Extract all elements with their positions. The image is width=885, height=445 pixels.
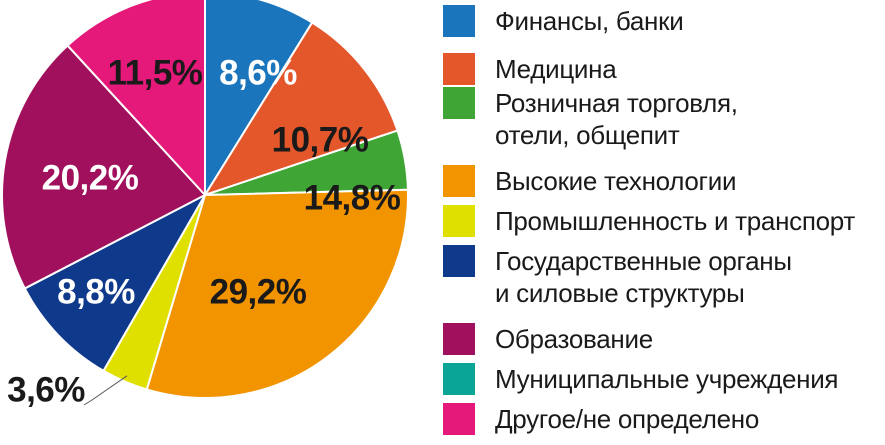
legend-label: Муниципальные учреждения xyxy=(495,364,839,394)
legend-label: Промышленность и транспорт xyxy=(495,206,855,236)
legend-item-образование: Образование xyxy=(443,323,653,355)
legend-swatch xyxy=(443,5,475,37)
legend-label: Другое/не определено xyxy=(495,404,759,434)
legend-swatch xyxy=(443,403,475,435)
pie-slices xyxy=(1,0,409,399)
legend-item-промышленность-и-транспорт: Промышленность и транспорт xyxy=(443,205,855,237)
legend-swatch xyxy=(443,87,475,119)
legend-swatch xyxy=(443,53,475,85)
leader-lines xyxy=(83,375,128,406)
slice-label-государственные-органы-и-силовые-структуры: 8,8% xyxy=(57,273,135,312)
slice-label-промышленность-и-транспорт: 3,6% xyxy=(7,371,85,410)
legend-swatch xyxy=(443,245,475,277)
slice-label-образование: 20,2% xyxy=(42,159,139,198)
legend-swatch xyxy=(443,165,475,197)
legend-label: Финансы, банки xyxy=(495,6,684,36)
slice-label-высокие-технологии: 29,2% xyxy=(210,273,307,312)
legend-swatch xyxy=(443,323,475,355)
legend-label: Высокие технологии xyxy=(495,166,737,196)
pie-slice-финансы-банки xyxy=(204,0,314,196)
legend-item-финансы-банки: Финансы, банки xyxy=(443,5,684,37)
pie-slice-образование xyxy=(1,44,206,290)
pie-slice-высокие-технологии xyxy=(145,188,409,399)
legend-label: Медицина xyxy=(495,54,617,84)
slice-label-другое-не-определено: 11,5% xyxy=(108,54,203,93)
legend-swatch xyxy=(443,205,475,237)
slice-label-медицина: 10,7% xyxy=(272,121,369,160)
pie-slice-государственные-органы-и-силовые-структуры xyxy=(23,194,206,372)
legend-swatch xyxy=(443,363,475,395)
legend-item-муниципальные-учреждения: Муниципальные учреждения xyxy=(443,363,839,395)
legend-label: Розничная торговля, отели, общепит xyxy=(495,88,738,150)
legend-item-государственные-органы-и-силовые-структуры: Государственные органы и силовые структу… xyxy=(443,245,792,309)
slice-label-финансы-банки: 8,6% xyxy=(219,54,297,93)
legend-item-медицина: Медицина xyxy=(443,53,617,85)
legend-item-высокие-технологии: Высокие технологии xyxy=(443,165,736,197)
pie-slice-медицина xyxy=(204,21,399,196)
pie-slice-другое-не-определено xyxy=(66,0,206,196)
legend-label: Образование xyxy=(495,324,653,354)
legend-item-розничная-торговля-отели-общепит: Розничная торговля, отели, общепит xyxy=(443,87,738,151)
slice-labels: 8,6% 10,7% 14,8% 29,2% 3,6% 8,8% 20,2% 11,5% xyxy=(7,54,401,410)
leader-line-промышленность-и-транспорт xyxy=(83,375,128,406)
legend-item-другое-не-определено: Другое/не определено xyxy=(443,403,759,435)
slice-label-розничная-торговля-отели-общепит: 14,8% xyxy=(304,179,401,218)
legend-label: Государственные органы и силовые структу… xyxy=(495,246,792,308)
